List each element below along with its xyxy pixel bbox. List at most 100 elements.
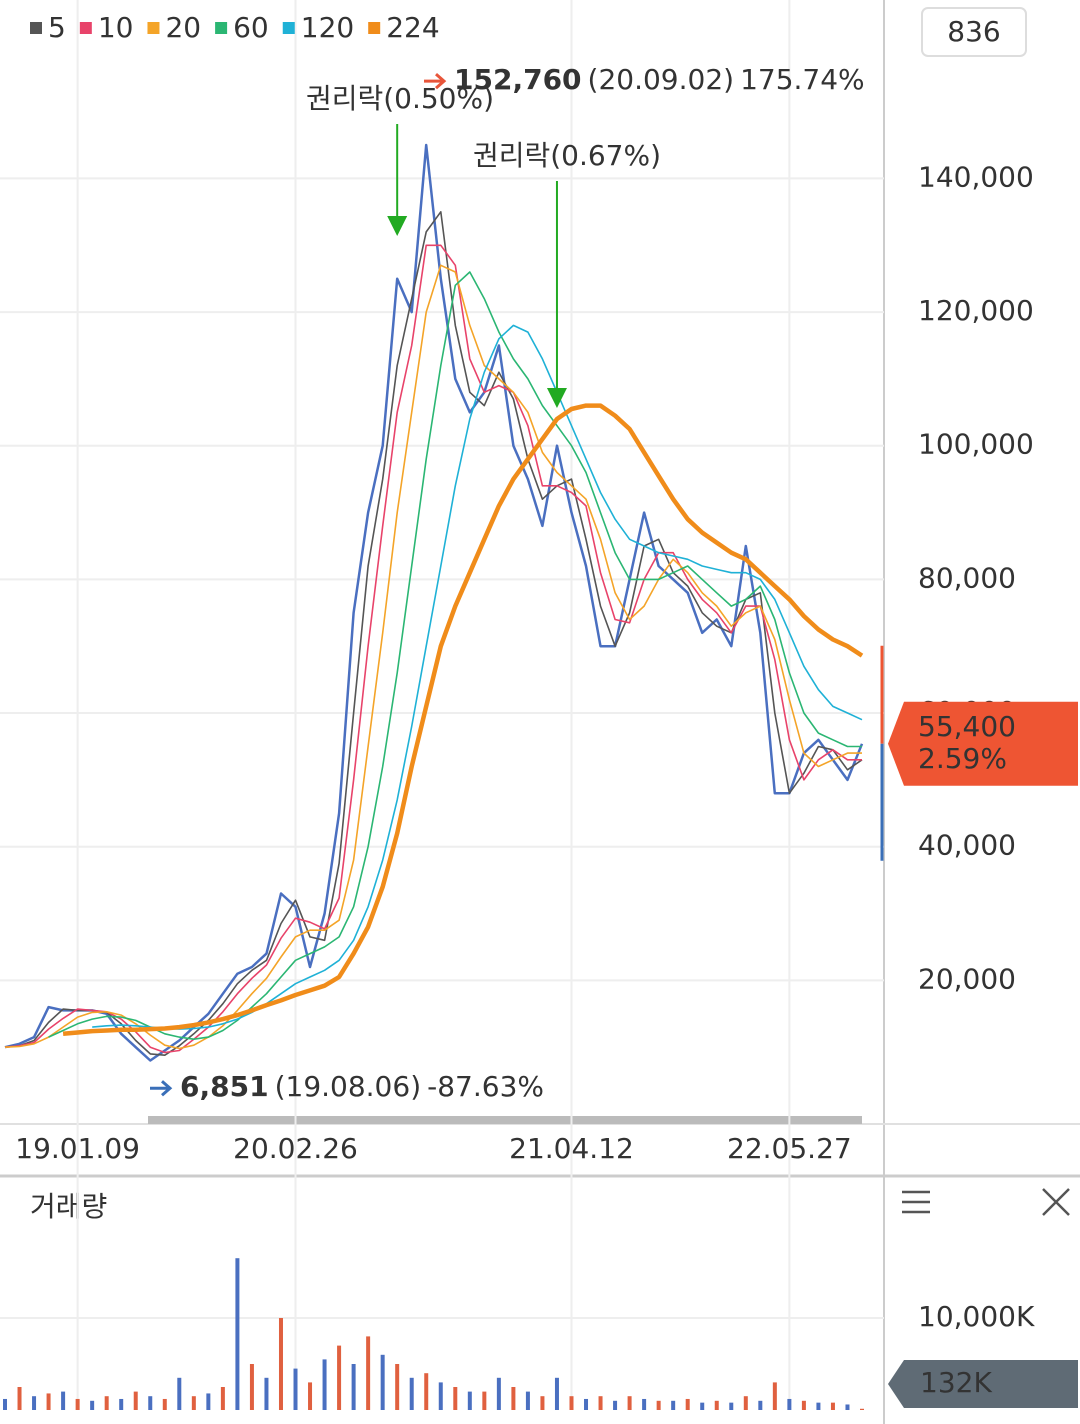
volume-bar [278,1318,283,1410]
volume-title: 거래량 [30,1190,107,1223]
volume-bar [220,1387,225,1410]
last-price-label: 55,400 [918,710,1016,743]
volume-bar [409,1377,414,1410]
top-box[interactable] [921,7,1027,57]
volume-bar [17,1387,22,1410]
annotation-arrowhead [546,388,567,408]
volume-bar [308,1382,313,1410]
x-tick-label: 21.04.12 [509,1132,634,1165]
legend-label: 20 [165,11,201,44]
volume-bar [860,1408,864,1410]
volume-bar [598,1396,603,1410]
last-price-box [888,701,1078,786]
y-tick-label: 40,000 [918,829,1016,862]
volume-bar [482,1391,487,1410]
volume-bar [656,1400,661,1410]
volume-bar [264,1377,269,1410]
volume-bar [235,1258,240,1410]
last-volume-box [888,1360,1078,1408]
volume-bar [177,1377,182,1410]
volume-bar [496,1377,501,1410]
volume-bar [90,1400,95,1410]
ma-line [48,271,862,1040]
volume-bar [424,1373,429,1410]
volume-bar [293,1368,298,1410]
volume-bar [787,1398,792,1410]
volume-bar [613,1400,618,1410]
legend-label: 5 [48,11,66,44]
y-tick-label: 20,000 [918,962,1016,995]
volume-bar [758,1400,763,1410]
annotation-text: 175.74% [740,63,865,96]
y-tick-label: 80,000 [918,561,1016,594]
volume-bar [845,1404,850,1410]
volume-bar [453,1387,458,1410]
volume-bar [540,1396,545,1410]
x-tick-label: 20.02.26 [233,1132,358,1165]
annotation-text: (20.09.02) [588,63,735,96]
last-volume-label: 132K [920,1366,992,1399]
volume-bar [584,1398,589,1410]
x-tick-label: 22.05.27 [727,1132,852,1165]
legend-swatch [215,22,228,34]
legend-label: 224 [386,11,439,44]
volume-bar [46,1393,51,1410]
volume-bar [685,1398,690,1410]
volume-bar [830,1402,835,1410]
legend-swatch [368,22,381,34]
ma-line [4,211,863,1056]
volume-bar [627,1396,632,1410]
ma-line [4,264,862,1050]
volume-bar [61,1391,66,1410]
min-arrow [150,1080,173,1097]
volume-bar [75,1398,80,1410]
max-arrow [424,73,447,90]
scrollbar[interactable] [148,1116,862,1124]
annotation-arrowhead [387,216,408,236]
annotation-text: (19.08.06) [275,1070,422,1103]
volume-bar [337,1345,342,1410]
volume-bar [467,1391,472,1410]
price-line [4,143,864,1062]
close-icon[interactable] [1042,1188,1070,1216]
volume-bar [671,1400,676,1410]
annotation-text: 권리락(0.67%) [473,139,661,172]
volume-bar [511,1387,516,1410]
volume-bar [249,1364,254,1410]
annotation-text: 6,851 [180,1070,269,1103]
volume-bar [133,1391,138,1410]
volume-bar [162,1398,167,1410]
volume-bar [569,1396,574,1410]
volume-bar [729,1402,734,1410]
volume-bar [148,1396,153,1410]
legend-label: 120 [301,11,354,44]
volume-bar [525,1391,530,1410]
ma-line [92,324,863,1030]
y-tick-label: 120,000 [918,294,1034,327]
volume-bar [206,1393,211,1410]
volume-bar [801,1400,806,1410]
volume-bar [395,1364,400,1410]
volume-bar [191,1396,196,1410]
last-price-change: 2.59% [918,742,1007,775]
legend-swatch [79,22,92,34]
volume-bar [351,1364,356,1410]
y-tick-label: 100,000 [918,428,1034,461]
menu-icon[interactable] [902,1190,930,1214]
legend-swatch [30,22,42,34]
volume-bar [642,1398,647,1410]
legend-label: 60 [233,11,269,44]
volume-bar [700,1402,705,1410]
y-tick-label: 10,000K [918,1300,1035,1333]
volume-bar [104,1396,109,1410]
volume-bar [380,1354,385,1410]
annotation-text: -87.63% [427,1070,544,1103]
volume-bar [816,1402,821,1410]
legend-swatch [147,22,160,34]
volume-bar [438,1382,443,1410]
legend-label: 10 [98,11,134,44]
y-tick-label: 140,000 [918,160,1034,193]
x-tick-label: 19.01.09 [15,1132,140,1165]
